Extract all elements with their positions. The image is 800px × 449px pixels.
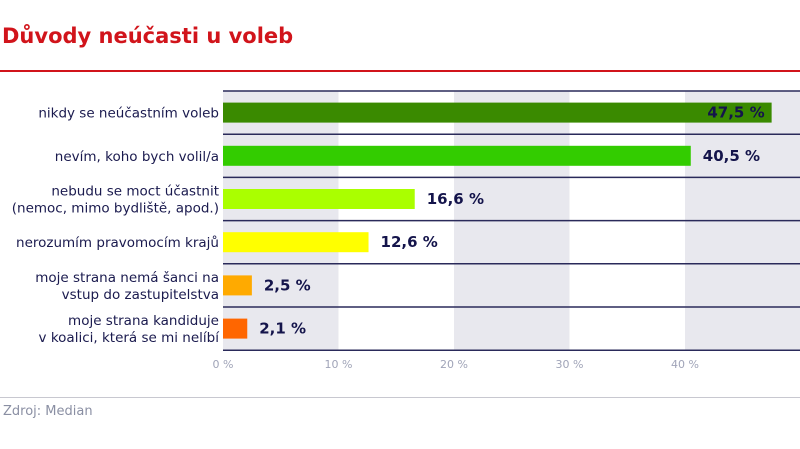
category-label-5: moje strana kandiduje: [68, 313, 219, 329]
bar-4: [223, 275, 252, 296]
bar-1: [223, 145, 691, 166]
title-divider: [0, 70, 800, 72]
chart-title: Důvody neúčasti u voleb: [2, 24, 294, 48]
value-label-4: 2,5 %: [264, 276, 311, 294]
category-label-3: nerozumím pravomocím krajů: [16, 235, 219, 251]
value-label-3: 12,6 %: [381, 233, 438, 251]
category-label-4: vstup do zastupitelstva: [62, 287, 219, 303]
category-label-4: moje strana nemá šanci na: [35, 270, 219, 286]
bar-5: [223, 318, 248, 339]
x-tick-label: 20 %: [440, 358, 468, 371]
x-tick-label: 40 %: [671, 358, 699, 371]
category-label-1: nevím, koho bych volil/a: [55, 149, 219, 165]
footer-divider: [0, 397, 800, 398]
value-label-2: 16,6 %: [427, 190, 484, 208]
value-label-0: 47,5 %: [707, 104, 764, 122]
bar-2: [223, 189, 415, 209]
value-label-1: 40,5 %: [703, 147, 760, 165]
category-label-2: nebudu se moct účastnit: [51, 184, 219, 200]
bar-0: [223, 102, 772, 123]
x-tick-label: 10 %: [325, 358, 353, 371]
bar-3: [223, 232, 369, 253]
x-tick-label: 0 %: [213, 358, 234, 371]
category-label-0: nikdy se neúčastním voleb: [38, 106, 219, 122]
x-tick-label: 30 %: [556, 358, 584, 371]
value-label-5: 2,1 %: [259, 320, 306, 338]
bar-chart: 47,5 % nikdy se neúčastním voleb 40,5 % nev…: [12, 90, 800, 371]
category-label-5: v koalici, která se mi nelíbí: [39, 330, 221, 346]
source-note: Zdroj: Median: [3, 404, 93, 419]
category-label-2: (nemoc, mimo bydliště, apod.): [12, 201, 219, 217]
